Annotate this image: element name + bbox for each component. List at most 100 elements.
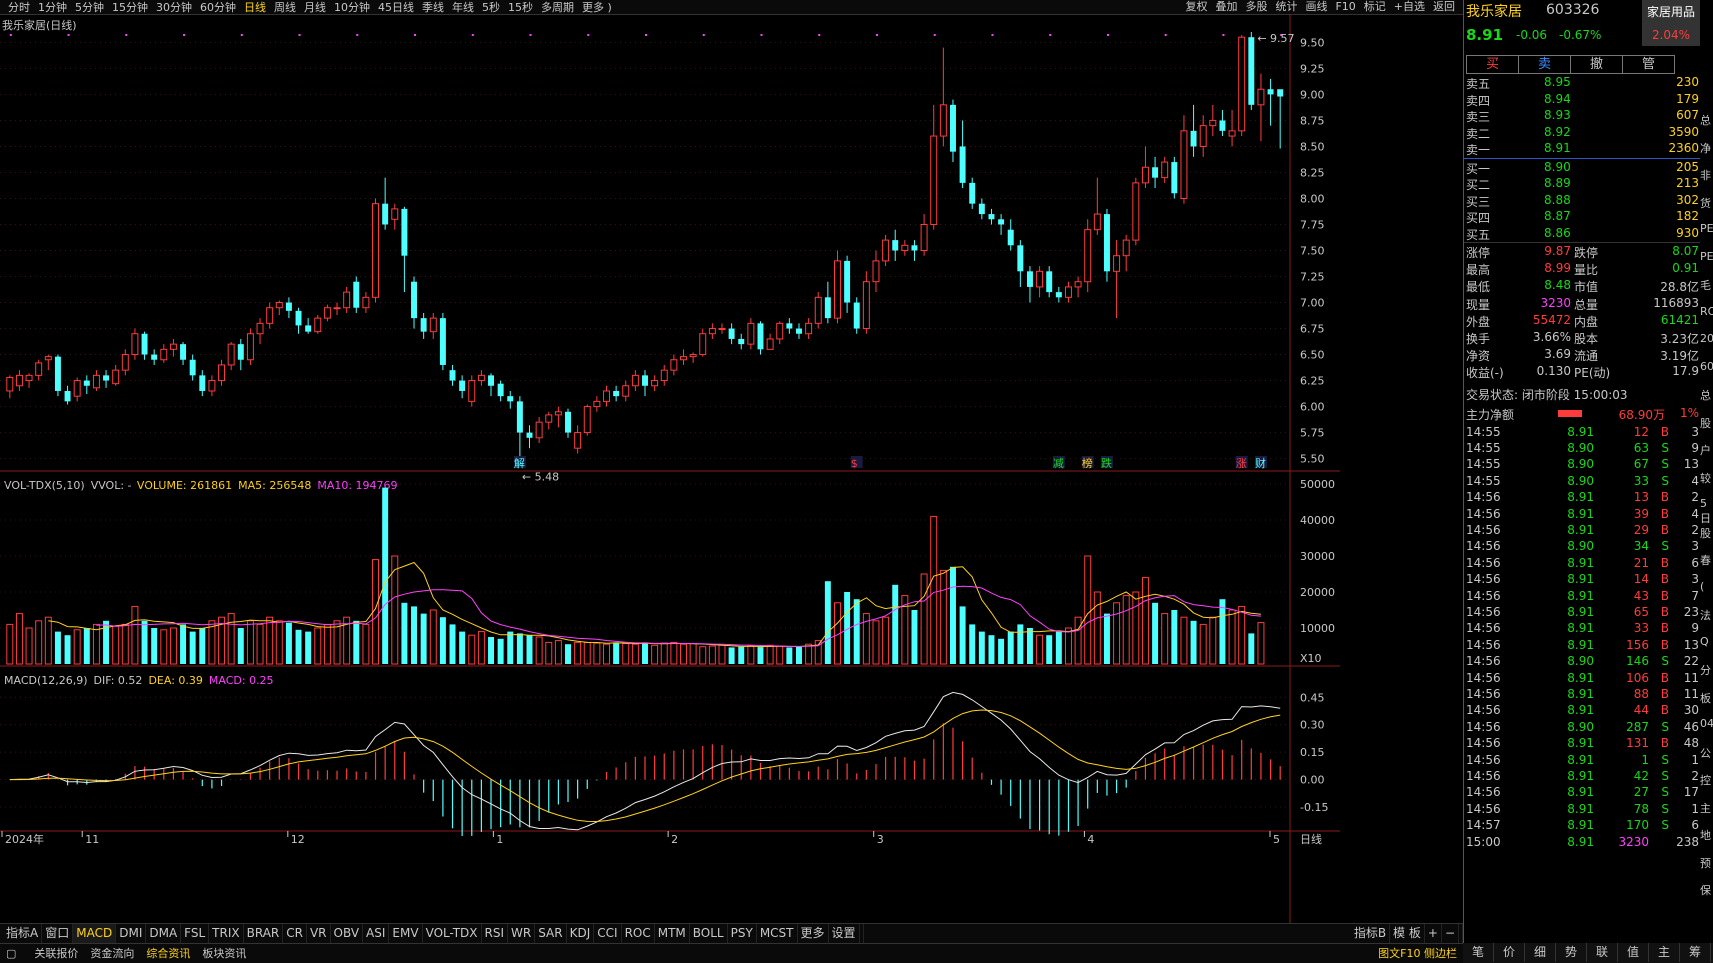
event-dot	[1106, 34, 1109, 36]
trade-button-2[interactable]: 撤	[1570, 55, 1623, 74]
main-flow-label: 主力净额	[1466, 407, 1515, 422]
trade-button-1[interactable]: 卖	[1518, 55, 1571, 74]
period-tab[interactable]: 15秒	[508, 1, 533, 14]
candle-body	[151, 354, 158, 360]
period-tab[interactable]: 60分钟	[200, 1, 236, 14]
period-tab[interactable]: 季线	[422, 1, 444, 14]
volume-bar	[1084, 555, 1092, 665]
toolbar-button[interactable]: +自选	[1393, 0, 1425, 13]
stat-row: 外盘 55472 内盘 61421	[1466, 313, 1699, 330]
indicator-tab[interactable]: SAR	[535, 924, 567, 943]
indicator-tab[interactable]: EMV	[389, 924, 423, 943]
tick-volume: 34	[1633, 539, 1649, 554]
period-tab[interactable]: 月线	[304, 1, 326, 14]
candle-body	[477, 374, 485, 382]
indicator-tab[interactable]: CCI	[594, 924, 622, 943]
indicator-right-button[interactable]: −	[1442, 924, 1459, 943]
indicator-tab[interactable]: VR	[307, 924, 331, 943]
status-tab[interactable]: 板块资讯	[202, 947, 247, 960]
indicator-tab[interactable]: OBV	[331, 924, 364, 943]
period-tab[interactable]: 10分钟	[334, 1, 370, 14]
sidebar-tab[interactable]: 价	[1494, 943, 1525, 962]
tick-volume: 170	[1626, 818, 1649, 833]
sidebar-tab[interactable]: 联	[1587, 943, 1618, 962]
status-tab[interactable]: 综合资讯	[146, 947, 191, 960]
toolbar-button[interactable]: 叠加	[1215, 0, 1238, 13]
indicator-tab[interactable]: DMI	[116, 924, 147, 943]
price-axis-label: 7.75	[1300, 218, 1325, 231]
period-tab[interactable]: 更多 )	[582, 1, 612, 14]
toolbar-button[interactable]: F10	[1335, 0, 1356, 13]
industry-badge[interactable]: 家居用品 2.04%	[1642, 0, 1700, 46]
period-tab[interactable]: 日线	[244, 1, 266, 14]
tick-time: 14:56	[1466, 506, 1501, 521]
indicator-tab[interactable]: BRAR	[244, 924, 284, 943]
indicator-tab[interactable]: 窗口	[42, 924, 74, 943]
trade-button-0[interactable]: 买	[1466, 55, 1519, 74]
indicator-tab[interactable]: ASI	[363, 924, 390, 943]
indicator-tab[interactable]: VOL-TDX	[423, 924, 482, 943]
candle-body	[497, 383, 504, 397]
period-tab[interactable]: 1分钟	[38, 1, 67, 14]
volume-header-part: VOLUME: 261861	[137, 479, 232, 492]
status-toggle-icon[interactable]: ▢	[6, 947, 17, 960]
indicator-tab[interactable]: BOLL	[690, 924, 728, 943]
indicator-tab[interactable]: PSY	[728, 924, 757, 943]
period-tab[interactable]: 周线	[274, 1, 296, 14]
bid-price: 8.89	[1544, 176, 1571, 190]
sidebar-tab[interactable]: 筹	[1680, 943, 1711, 962]
trade-button-3[interactable]: 管	[1622, 55, 1675, 74]
status-tab[interactable]: 关联报价	[34, 947, 79, 960]
indicator-tab[interactable]: MCST	[757, 924, 798, 943]
toolbar-button[interactable]: 多股	[1245, 0, 1268, 13]
volume-header-part: VVOL: -	[91, 479, 132, 492]
status-right[interactable]: 图文F10 侧边栏	[1378, 947, 1457, 960]
candle-body	[574, 432, 582, 449]
sidebar-tab[interactable]: 笔	[1463, 943, 1494, 962]
candle-body	[862, 281, 870, 330]
period-tab[interactable]: 年线	[452, 1, 474, 14]
period-tab[interactable]: 5分钟	[75, 1, 104, 14]
toolbar-button[interactable]: 复权	[1185, 0, 1208, 13]
tick-time: 14:56	[1466, 637, 1501, 652]
indicator-tab[interactable]: ROC	[622, 924, 655, 943]
period-tab[interactable]: 5秒	[482, 1, 500, 14]
sidebar-tab[interactable]: 势	[1556, 943, 1587, 962]
sidebar-tab[interactable]: 主	[1649, 943, 1680, 962]
ask-price: 8.92	[1544, 124, 1571, 139]
sidebar-tab[interactable]: 值	[1618, 943, 1649, 962]
event-marker: 减	[1053, 457, 1064, 470]
indicator-tab[interactable]: 指标A	[3, 924, 43, 943]
indicator-right-button[interactable]: 模 板	[1390, 924, 1425, 943]
status-tab[interactable]: 资金流向	[90, 947, 135, 960]
indicator-tab[interactable]: FSL	[181, 924, 210, 943]
indicator-tab[interactable]: 更多	[798, 924, 829, 943]
toolbar-button[interactable]: 统计	[1275, 0, 1298, 13]
kline-chart[interactable]: 9.50 9.25 9.00 8.75 8.50 8.25 8.00 7.75 7.50 7.25…	[0, 14, 1340, 923]
indicator-tab[interactable]: MACD	[73, 924, 117, 943]
toolbar-button[interactable]: 画线	[1305, 0, 1328, 13]
volume-bar	[189, 631, 196, 664]
period-tab[interactable]: 15分钟	[112, 1, 148, 14]
indicator-tab[interactable]: TRIX	[209, 924, 244, 943]
right-strip-label: 股	[1700, 416, 1711, 430]
right-strip-label: 板	[1700, 691, 1711, 705]
period-tab[interactable]: 30分钟	[156, 1, 192, 14]
toolbar-button[interactable]: 返回	[1433, 0, 1455, 13]
period-tab[interactable]: 分时	[8, 1, 30, 14]
indicator-tab[interactable]: RSI	[482, 924, 509, 943]
indicator-tab[interactable]: MTM	[655, 924, 690, 943]
indicator-tab[interactable]: CR	[283, 924, 307, 943]
indicator-right-button[interactable]: +	[1425, 924, 1442, 943]
indicator-tab[interactable]: 设置	[829, 924, 860, 943]
toolbar-button[interactable]: 标记	[1363, 0, 1386, 13]
tick-time: 14:56	[1466, 752, 1501, 767]
event-marker: $	[851, 457, 858, 470]
period-tab[interactable]: 45日线	[378, 1, 414, 14]
indicator-right-button[interactable]: 指标B	[1351, 924, 1391, 943]
indicator-tab[interactable]: DMA	[146, 924, 182, 943]
period-tab[interactable]: 多周期	[541, 1, 574, 14]
indicator-tab[interactable]: WR	[508, 924, 536, 943]
indicator-tab[interactable]: KDJ	[567, 924, 595, 943]
sidebar-tab[interactable]: 细	[1525, 943, 1556, 962]
